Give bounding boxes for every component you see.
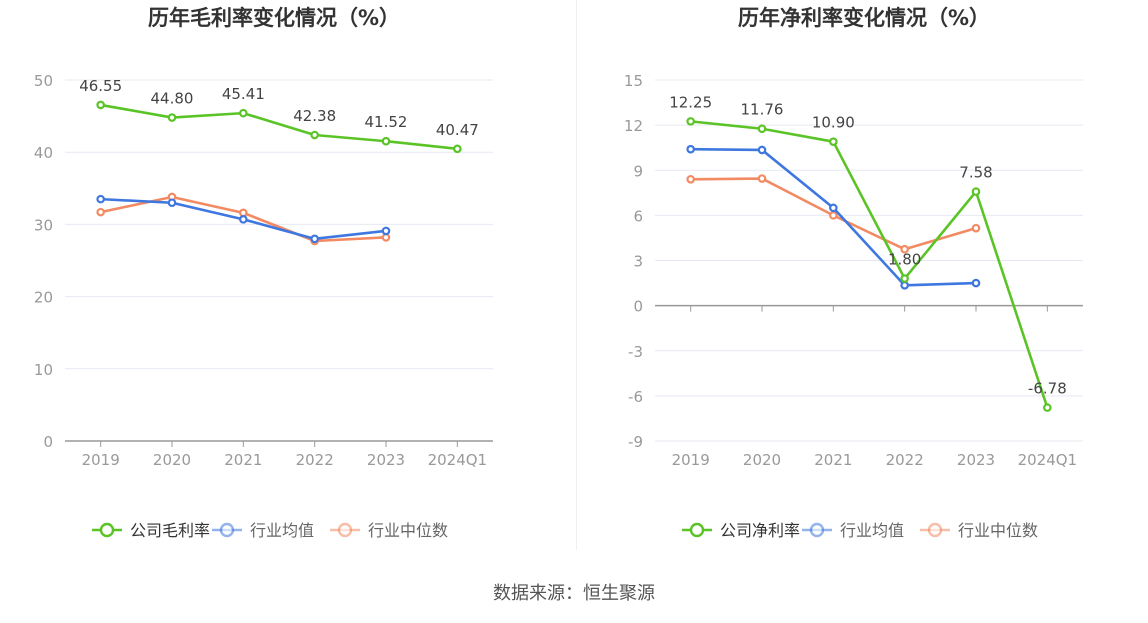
x-tick-label: 2021 xyxy=(814,451,852,469)
data-point xyxy=(971,223,981,233)
x-tick-label: 2019 xyxy=(82,451,120,469)
data-label: 45.41 xyxy=(222,85,265,103)
legend-label: 行业均值 xyxy=(840,521,904,540)
y-tick-label: -6 xyxy=(628,388,643,406)
data-label: 46.55 xyxy=(79,77,122,95)
data-point xyxy=(900,274,909,283)
data-label: 11.76 xyxy=(741,101,784,119)
data-point xyxy=(686,174,695,184)
data-label: 1.80 xyxy=(888,251,921,269)
chart-panel-1: 历年毛利率变化情况（%） 0 10 20 30 40 50 2019 2020 2021 2022 2… xyxy=(34,6,493,540)
y-tick-label: 9 xyxy=(633,162,643,180)
legend-item-1: 公司毛利率 xyxy=(92,521,210,540)
data-point xyxy=(829,211,838,220)
x-tick-label: 2021 xyxy=(224,451,262,469)
x-tick-label: 2020 xyxy=(153,451,191,469)
data-label: 41.52 xyxy=(365,113,408,131)
legend-label: 公司毛利率 xyxy=(130,521,210,540)
data-label: 40.47 xyxy=(436,121,479,139)
y-tick-label: 6 xyxy=(633,207,643,225)
data-point xyxy=(900,281,909,290)
data-label: 42.38 xyxy=(293,107,336,125)
y-tick-label: -9 xyxy=(628,433,643,451)
legend-item-2: 行业均值 xyxy=(212,521,314,540)
x-tick-label: 2024Q1 xyxy=(428,451,488,469)
y-tick-label: 0 xyxy=(633,298,643,316)
data-point xyxy=(381,226,391,236)
chart-panel-2: 历年净利率变化情况（%） -9 -6 -3 0 3 6 9 12 15 2019 2020 2021 20… xyxy=(624,6,1083,540)
y-tick-label: -3 xyxy=(628,343,643,361)
data-point xyxy=(453,144,462,154)
data-point xyxy=(971,187,981,196)
data-point xyxy=(96,194,105,204)
data-point xyxy=(829,137,838,146)
legend-marker xyxy=(99,522,115,538)
data-point xyxy=(757,174,767,183)
legend-item-3: 行业中位数 xyxy=(920,521,1038,540)
y-tick-label: 30 xyxy=(34,216,53,234)
data-point xyxy=(310,130,319,140)
x-tick-label: 2022 xyxy=(886,451,924,469)
legend-label: 行业中位数 xyxy=(368,521,448,540)
data-point xyxy=(686,144,695,154)
data-point xyxy=(96,207,105,217)
y-tick-label: 40 xyxy=(34,144,53,162)
data-point xyxy=(686,117,695,126)
x-tick-label: 2023 xyxy=(957,451,995,469)
x-tick-label: 2020 xyxy=(743,451,781,469)
legend-marker xyxy=(809,522,825,538)
x-tick-label: 2023 xyxy=(367,451,405,469)
legend-marker xyxy=(689,522,705,538)
data-point xyxy=(757,124,767,134)
data-label: 44.80 xyxy=(151,90,194,108)
data-point xyxy=(971,278,981,288)
data-point xyxy=(1043,403,1052,412)
data-point xyxy=(239,215,248,224)
x-tick-label: 2024Q1 xyxy=(1018,451,1078,469)
y-tick-label: 12 xyxy=(624,117,643,135)
series-line-1 xyxy=(690,120,1049,409)
data-point xyxy=(239,108,248,118)
data-point xyxy=(167,198,177,208)
data-label: 7.58 xyxy=(959,164,992,182)
data-point xyxy=(900,244,909,254)
data-label: -6.78 xyxy=(1028,380,1067,398)
legend-marker xyxy=(927,522,943,538)
y-tick-label: 10 xyxy=(34,361,53,379)
y-tick-label: 50 xyxy=(34,72,53,90)
legend-item-2: 行业均值 xyxy=(802,521,904,540)
legend-label: 公司净利率 xyxy=(720,521,800,540)
legend-label: 行业均值 xyxy=(250,521,314,540)
data-point xyxy=(167,113,177,122)
data-point xyxy=(757,145,767,155)
x-tick-label: 2019 xyxy=(672,451,710,469)
data-label: 10.90 xyxy=(812,114,855,132)
data-source-note: 数据来源：恒生聚源 xyxy=(493,583,655,604)
y-tick-label: 15 xyxy=(624,72,643,90)
chart-title: 历年毛利率变化情况（%） xyxy=(148,6,400,30)
data-label: 12.25 xyxy=(669,93,712,111)
data-point xyxy=(96,100,105,110)
chart-title: 历年净利率变化情况（%） xyxy=(738,6,990,30)
data-point xyxy=(829,203,838,213)
y-tick-label: 3 xyxy=(633,253,643,271)
series-line-1 xyxy=(100,103,458,151)
y-tick-label: 0 xyxy=(43,433,53,451)
legend-item-1: 公司净利率 xyxy=(682,521,800,540)
x-tick-label: 2022 xyxy=(296,451,334,469)
data-point xyxy=(381,136,391,146)
legend-label: 行业中位数 xyxy=(958,521,1038,540)
legend-marker xyxy=(337,522,353,538)
panel-divider xyxy=(576,0,577,550)
data-point xyxy=(310,234,319,244)
legend-marker xyxy=(219,522,235,538)
y-tick-label: 20 xyxy=(34,289,53,307)
legend-item-3: 行业中位数 xyxy=(330,521,448,540)
